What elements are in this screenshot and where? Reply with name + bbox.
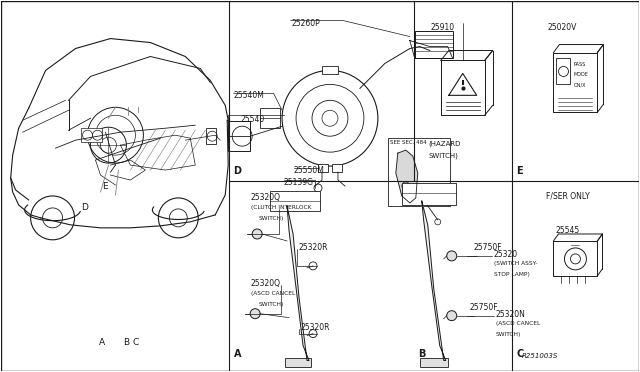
Text: (SWITCH ASSY-: (SWITCH ASSY- — [493, 261, 537, 266]
Text: D: D — [234, 166, 241, 176]
Text: F/SER ONLY: F/SER ONLY — [545, 191, 589, 200]
Text: 25550M: 25550M — [294, 166, 324, 175]
Text: 25320R: 25320R — [298, 243, 328, 252]
Bar — [557, 58, 570, 84]
Text: (HAZARD: (HAZARD — [429, 140, 461, 147]
Text: 25540M: 25540M — [234, 92, 264, 100]
Text: SEE SEC. 484: SEE SEC. 484 — [390, 140, 426, 145]
Polygon shape — [287, 206, 309, 360]
Text: 25020V: 25020V — [547, 23, 577, 32]
Text: SWITCH): SWITCH) — [259, 216, 284, 221]
Bar — [554, 241, 597, 276]
Text: E: E — [102, 182, 108, 191]
Text: (CLUTCH INTERLOCK: (CLUTCH INTERLOCK — [251, 205, 311, 210]
Text: 25260P: 25260P — [292, 19, 320, 28]
Text: SWITCH): SWITCH) — [429, 152, 459, 158]
Bar — [285, 357, 311, 368]
Text: C: C — [516, 349, 524, 359]
Polygon shape — [396, 150, 418, 203]
Bar — [554, 52, 597, 112]
Text: 25320Q: 25320Q — [251, 279, 280, 288]
Bar — [415, 31, 452, 58]
Text: 25320R: 25320R — [301, 323, 330, 332]
Text: 25540: 25540 — [241, 115, 265, 124]
Text: A: A — [234, 349, 241, 359]
Text: SWITCH): SWITCH) — [259, 302, 284, 307]
Circle shape — [250, 309, 260, 319]
Bar — [260, 108, 280, 128]
Text: A: A — [99, 338, 105, 347]
Bar — [420, 357, 448, 368]
Bar — [322, 67, 338, 74]
Text: B: B — [418, 349, 426, 359]
Text: ON/X: ON/X — [573, 82, 586, 87]
Text: 25139G: 25139G — [284, 178, 314, 187]
Bar — [441, 61, 484, 115]
Text: 25320Q: 25320Q — [251, 193, 280, 202]
Circle shape — [447, 311, 457, 321]
Bar — [228, 121, 250, 151]
Bar — [206, 128, 216, 144]
Text: R251003S: R251003S — [522, 353, 558, 359]
Text: SWITCH): SWITCH) — [495, 331, 521, 337]
Text: 25320N: 25320N — [495, 310, 525, 319]
Text: STOP LAMP): STOP LAMP) — [493, 272, 529, 277]
Bar — [81, 128, 102, 142]
Text: (ASCD CANCEL: (ASCD CANCEL — [251, 291, 295, 296]
Circle shape — [252, 229, 262, 239]
Text: (ASCD CANCEL: (ASCD CANCEL — [495, 321, 540, 326]
Text: 25545: 25545 — [556, 226, 580, 235]
Polygon shape — [422, 201, 445, 360]
Circle shape — [447, 251, 457, 261]
Bar — [402, 183, 456, 205]
Bar — [388, 138, 450, 206]
Text: 25750F: 25750F — [470, 303, 499, 312]
Text: PASS: PASS — [573, 62, 586, 67]
Text: C: C — [133, 338, 140, 347]
Text: D: D — [81, 203, 88, 212]
Text: 25910: 25910 — [431, 23, 455, 32]
Bar — [270, 191, 320, 211]
Bar — [318, 164, 328, 172]
Text: MODE: MODE — [573, 73, 588, 77]
Bar — [332, 164, 342, 172]
Text: B: B — [123, 338, 129, 347]
Text: E: E — [516, 166, 523, 176]
Text: 25750F: 25750F — [474, 243, 502, 252]
Text: 25320: 25320 — [493, 250, 518, 259]
